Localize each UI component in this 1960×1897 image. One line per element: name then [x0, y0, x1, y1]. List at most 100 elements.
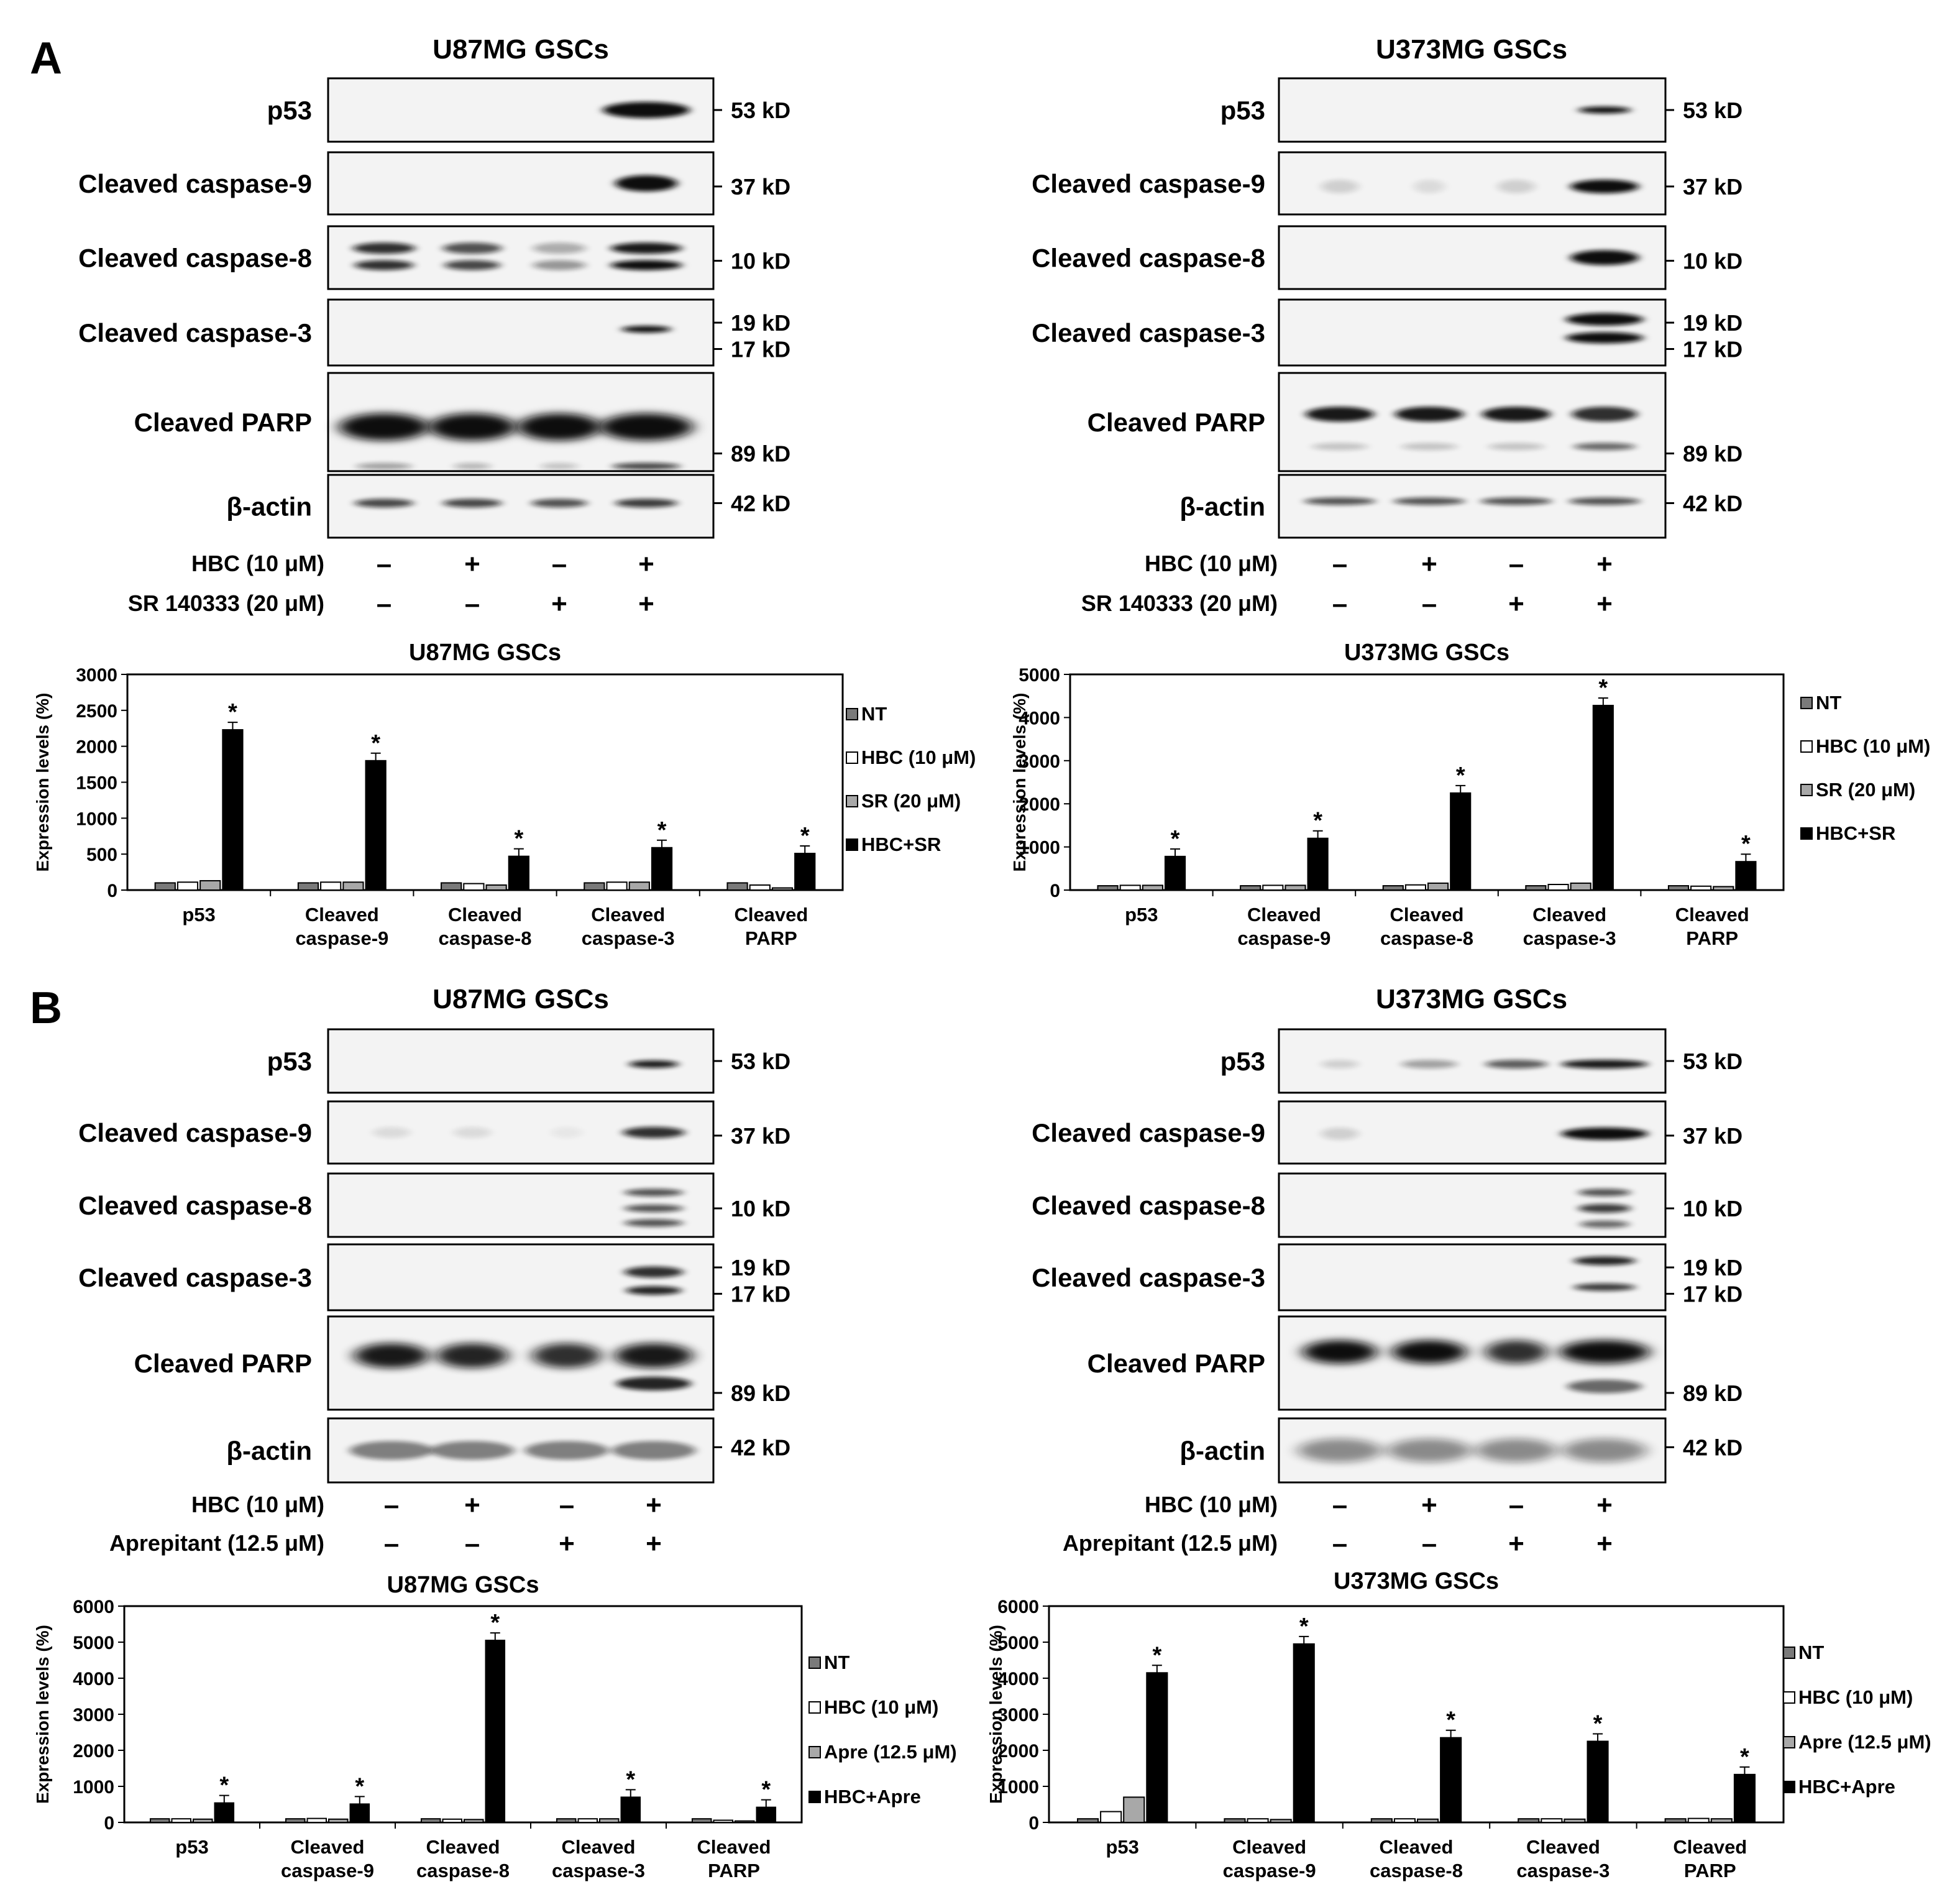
y-tick-label: 1000 [997, 1777, 1039, 1798]
treatment-label: HBC (10 μM) [191, 1492, 324, 1517]
bar [691, 1818, 712, 1823]
y-tick-label: 1000 [1019, 838, 1060, 858]
blot-row-label: p53 [267, 96, 312, 125]
legend-antagonist-swatch [846, 795, 858, 807]
legend-nt-label: NT [1816, 692, 1841, 714]
blot-row-label: Cleaved caspase-3 [78, 1263, 312, 1292]
bar [713, 1819, 733, 1824]
bar [1525, 885, 1547, 891]
mw-label: 53 kD [1683, 1049, 1742, 1074]
significance-asterisk: * [657, 817, 667, 843]
y-tick-label: 4000 [73, 1669, 114, 1689]
y-tick-label: 3000 [1019, 751, 1060, 772]
blot-band [354, 260, 414, 270]
legend-antagonist-label: Apre (12.5 μM) [1798, 1731, 1931, 1753]
blot-band [624, 1219, 684, 1227]
bar [420, 1818, 441, 1823]
x-category-label: caspase-9 [281, 1860, 374, 1881]
legend-nt-label: NT [861, 703, 887, 725]
y-tick-label: 2000 [997, 1741, 1039, 1762]
y-tick-label: 4000 [1019, 708, 1060, 728]
y-tick-label: 0 [1028, 1813, 1039, 1834]
legend-hbc-label: HBC (10 μM) [824, 1696, 938, 1718]
x-category-label: Cleaved [1673, 1836, 1747, 1858]
y-tick-label: 2000 [73, 1741, 114, 1762]
bar-chart: U373MG GSCs 0 1000 2000 3000 4000 5000 6000 Expr… [986, 1568, 1931, 1881]
y-tick-label: 2000 [76, 737, 117, 758]
blot-band [430, 1441, 515, 1460]
blot-row-label: p53 [1220, 1047, 1265, 1076]
x-category-label: p53 [182, 904, 215, 926]
bar [1427, 882, 1449, 891]
x-category-label: Cleaved [1532, 904, 1606, 926]
blot-band [626, 1286, 682, 1295]
blot-band [1561, 1128, 1648, 1140]
x-category-label: caspase-3 [552, 1860, 645, 1881]
blot-band [531, 498, 587, 508]
treatment-label: SR 140333 (20 μM) [128, 590, 324, 616]
mw-label: 17 kD [1683, 337, 1742, 362]
y-tick-label: 3000 [997, 1705, 1039, 1725]
bar [171, 1818, 192, 1823]
blot-band [629, 1060, 679, 1068]
blot-band [1414, 180, 1445, 193]
blot-title: U87MG GSCs [433, 984, 609, 1014]
treatment-sign: + [1421, 1490, 1437, 1520]
blot-band [517, 413, 602, 441]
x-category-label: caspase-9 [1237, 927, 1330, 949]
blot-row-label: p53 [267, 1047, 312, 1076]
blot-band [1321, 180, 1358, 193]
treatment-sign: + [1421, 549, 1437, 579]
bar [1224, 1818, 1246, 1823]
bar [1247, 1818, 1269, 1823]
legend-hbc-label: HBC (10 μM) [861, 746, 976, 768]
x-category-label: p53 [1106, 1836, 1138, 1858]
mw-label: 10 kD [731, 249, 790, 274]
significance-asterisk: * [800, 823, 810, 849]
mw-label: 89 kD [731, 441, 790, 467]
bar [771, 887, 794, 891]
treatment-sign: + [1508, 1528, 1524, 1559]
bar [1240, 885, 1262, 891]
mw-label: 19 kD [1683, 1255, 1742, 1280]
bar [1382, 885, 1404, 891]
blot-row-label: Cleaved caspase-9 [1032, 169, 1265, 198]
bar [1587, 1740, 1609, 1823]
western-blot-panel: U373MG GSCs p53 53 kD Cleaved caspase-9 37 k… [1032, 984, 1742, 1559]
x-category-label: p53 [1125, 904, 1158, 926]
chart-title: U373MG GSCs [1334, 1568, 1499, 1594]
bar [1733, 1773, 1756, 1824]
treatment-label: HBC (10 μM) [191, 551, 324, 576]
blot-band [1298, 1438, 1382, 1463]
significance-asterisk: * [1299, 1614, 1309, 1640]
blot-band [1578, 1188, 1631, 1197]
mw-label: 19 kD [731, 310, 790, 336]
x-category-label: Cleaved [734, 904, 808, 926]
western-blot-panel: U373MG GSCs p53 53 kD Cleaved caspase-9 37 k… [1032, 34, 1742, 619]
mw-label: 89 kD [731, 1380, 790, 1406]
x-category-label: caspase-3 [582, 927, 675, 949]
blot-band [610, 242, 682, 254]
legend-combination-label: HBC+Apre [1798, 1776, 1895, 1798]
panel-letter: B [30, 983, 62, 1033]
blot-band [1565, 313, 1644, 326]
treatment-sign: – [1422, 1528, 1437, 1559]
bar [464, 1819, 484, 1824]
blot-band [621, 326, 671, 333]
blot-band [623, 1127, 685, 1138]
blot-band [533, 260, 586, 270]
bar [1123, 1796, 1145, 1823]
blot-row-label: Cleaved caspase-8 [78, 244, 312, 273]
y-axis-label: Expression levels (%) [1010, 693, 1029, 872]
bar [1667, 885, 1690, 891]
blot-band [1480, 497, 1552, 505]
treatment-sign: + [638, 589, 654, 619]
bar [606, 881, 628, 891]
bar [149, 1818, 170, 1823]
mw-label: 37 kD [731, 1123, 790, 1149]
bar [1570, 882, 1591, 891]
blot-band [1485, 1060, 1547, 1069]
treatment-sign: – [465, 589, 480, 619]
legend-antagonist-swatch [808, 1746, 821, 1758]
